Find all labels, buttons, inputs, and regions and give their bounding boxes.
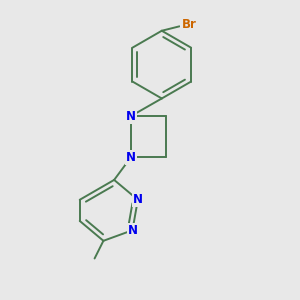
- Text: N: N: [126, 151, 136, 164]
- Text: N: N: [128, 224, 137, 237]
- Text: N: N: [126, 110, 136, 123]
- Text: N: N: [133, 193, 143, 206]
- Text: Br: Br: [182, 18, 196, 32]
